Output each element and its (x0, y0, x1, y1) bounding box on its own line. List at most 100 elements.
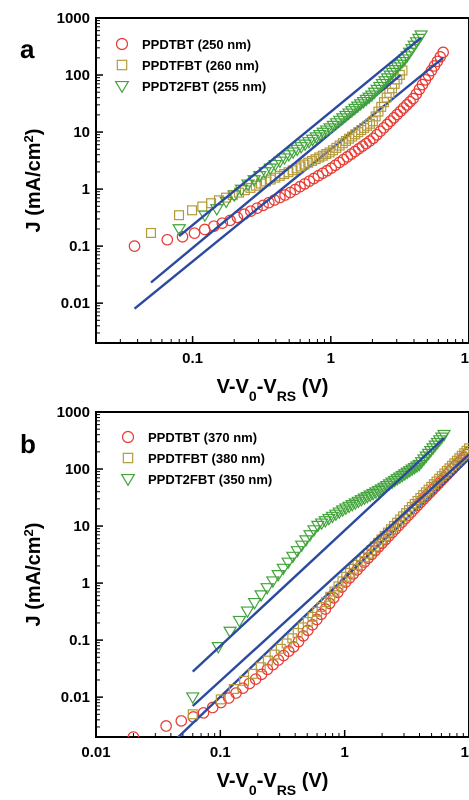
data-point (360, 491, 375, 504)
legend-entry: PPDTFBT (260 nm) (142, 58, 259, 73)
x-tick-label: 10 (461, 744, 469, 761)
data-point (301, 137, 316, 150)
data-point (397, 469, 412, 482)
data-point (312, 129, 327, 142)
y-tick-label: 100 (65, 461, 90, 478)
data-point (321, 149, 332, 160)
data-point (269, 649, 280, 660)
data-point (391, 108, 403, 121)
data-point (395, 514, 406, 525)
panel-label: b (20, 429, 36, 459)
x-tick-label: 1 (327, 350, 335, 367)
x-axis-label: V-V0-VRS (V) (217, 770, 329, 798)
data-point (377, 482, 392, 495)
data-point (258, 167, 273, 180)
data-point (381, 118, 393, 131)
data-point (426, 481, 437, 492)
data-point (394, 105, 407, 118)
series-square (145, 65, 408, 238)
data-point (161, 233, 174, 246)
data-point (392, 59, 408, 72)
y-tick-label: 10 (73, 124, 90, 141)
data-point (395, 56, 410, 69)
data-point (285, 551, 300, 564)
data-point (345, 148, 357, 160)
data-point (423, 484, 434, 495)
data-point (254, 590, 269, 603)
data-point (344, 106, 359, 119)
data-point (128, 240, 141, 252)
data-point (437, 429, 452, 442)
data-point (368, 487, 383, 500)
x-tick-label: 1 (340, 744, 348, 761)
x-tick-label: 0.1 (182, 350, 203, 367)
data-point (356, 97, 371, 109)
y-axis-label: J (mA/cm2) (21, 129, 46, 233)
data-point (378, 76, 393, 89)
data-point (326, 120, 341, 133)
legend-marker-circle (115, 37, 129, 51)
data-point (354, 495, 369, 508)
data-point (428, 479, 439, 490)
data-point (372, 81, 387, 94)
data-point (401, 508, 412, 519)
data-point (398, 511, 409, 522)
data-point (298, 535, 313, 548)
legend-marker-triangle-down (114, 80, 130, 94)
data-point (185, 692, 200, 705)
data-point (302, 530, 318, 543)
data-point (287, 633, 298, 644)
data-point (338, 110, 353, 123)
data-point (127, 731, 140, 737)
y-tick-label: 0.1 (69, 632, 90, 649)
data-point (250, 180, 261, 191)
legend-entry: PPDTFBT (380 nm) (148, 451, 265, 466)
data-point (197, 201, 208, 212)
data-point (348, 498, 363, 511)
data-point (350, 101, 365, 114)
data-point (303, 157, 314, 168)
data-point (310, 520, 325, 533)
data-point (353, 99, 368, 112)
plot-frame (95, 17, 469, 344)
data-point (305, 134, 320, 147)
minor-ticks (96, 20, 464, 343)
data-point (363, 135, 376, 147)
x-axis-label: V-V0-VRS (V) (217, 376, 329, 404)
minor-ticks (96, 414, 464, 737)
data-point (418, 490, 429, 501)
data-point (363, 490, 378, 503)
data-point (223, 626, 238, 639)
data-point (211, 642, 226, 654)
data-point (384, 115, 397, 127)
data-point (309, 132, 324, 145)
data-point (321, 513, 336, 526)
data-point (367, 87, 382, 100)
data-point (390, 62, 405, 75)
data-point (351, 496, 366, 509)
legend-entry: PPDTBT (250 nm) (142, 37, 251, 52)
data-point (364, 118, 376, 129)
data-point (262, 655, 273, 666)
series-circle (127, 446, 469, 737)
data-point (412, 495, 423, 506)
x-tick-label: 0.01 (81, 744, 110, 761)
legend-marker-square (122, 452, 134, 464)
data-point (369, 541, 380, 552)
data-point (274, 191, 286, 204)
chart-panel-b: 0.01 0.1 1 10 0.01 0.1 1 10 100 1000 b V-V0-VRS (V)… (20, 404, 469, 798)
data-point (232, 615, 247, 628)
data-point (276, 563, 291, 576)
data-point (409, 498, 420, 509)
data-point (316, 127, 331, 140)
data-point (328, 509, 343, 522)
data-point (187, 709, 198, 720)
y-axis-label: J (mA/cm2) (21, 523, 46, 627)
data-point (362, 92, 377, 105)
data-point (314, 518, 329, 531)
fit-line (133, 56, 444, 310)
data-point (364, 90, 379, 103)
y-tick-label: 0.01 (61, 295, 90, 312)
data-point (367, 132, 380, 145)
